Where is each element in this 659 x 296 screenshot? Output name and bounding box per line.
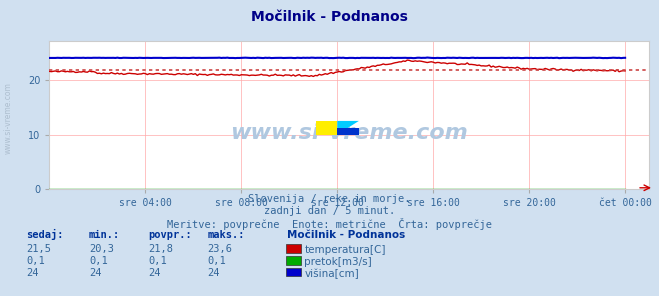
- Text: Močilnik - Podnanos: Močilnik - Podnanos: [287, 230, 405, 240]
- Text: 24: 24: [208, 268, 220, 278]
- Text: temperatura[C]: temperatura[C]: [304, 245, 386, 255]
- Text: 24: 24: [89, 268, 101, 278]
- Bar: [316, 121, 337, 135]
- Text: Močilnik - Podnanos: Močilnik - Podnanos: [251, 10, 408, 24]
- Text: povpr.:: povpr.:: [148, 230, 192, 240]
- Text: 0,1: 0,1: [26, 256, 45, 266]
- Bar: [337, 128, 359, 135]
- Text: 0,1: 0,1: [208, 256, 226, 266]
- Text: 24: 24: [26, 268, 39, 278]
- Text: www.si-vreme.com: www.si-vreme.com: [231, 123, 468, 143]
- Text: 21,8: 21,8: [148, 244, 173, 254]
- Text: Slovenija / reke in morje.: Slovenija / reke in morje.: [248, 194, 411, 204]
- Text: zadnji dan / 5 minut.: zadnji dan / 5 minut.: [264, 206, 395, 216]
- Text: 24: 24: [148, 268, 161, 278]
- Text: www.si-vreme.com: www.si-vreme.com: [4, 83, 13, 154]
- Polygon shape: [337, 121, 359, 135]
- Text: 21,5: 21,5: [26, 244, 51, 254]
- Text: pretok[m3/s]: pretok[m3/s]: [304, 257, 372, 267]
- Text: 0,1: 0,1: [89, 256, 107, 266]
- Text: min.:: min.:: [89, 230, 120, 240]
- Text: višina[cm]: višina[cm]: [304, 268, 359, 279]
- Text: maks.:: maks.:: [208, 230, 245, 240]
- Text: Meritve: povprečne  Enote: metrične  Črta: povprečje: Meritve: povprečne Enote: metrične Črta:…: [167, 218, 492, 230]
- Text: 23,6: 23,6: [208, 244, 233, 254]
- Text: 0,1: 0,1: [148, 256, 167, 266]
- Text: 20,3: 20,3: [89, 244, 114, 254]
- Text: sedaj:: sedaj:: [26, 229, 64, 240]
